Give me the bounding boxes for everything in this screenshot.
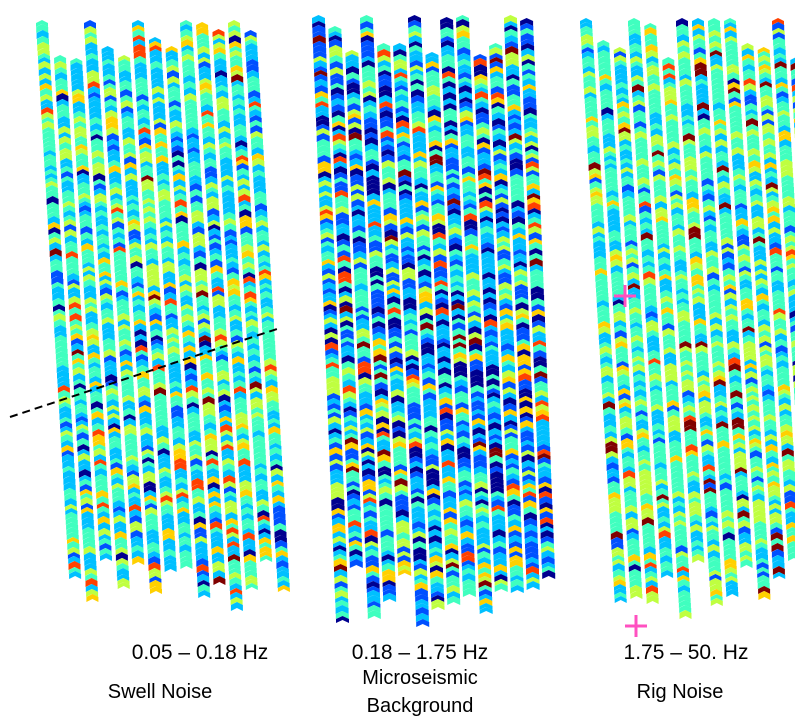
- panel-rig-noise: [580, 18, 795, 619]
- panel-microseismic-background: [312, 15, 555, 627]
- frequency-label-microseismic: 0.18 – 1.75 Hz: [310, 640, 530, 666]
- frequency-label-rig: 1.75 – 50. Hz: [576, 640, 795, 666]
- title-microseismic: Microseismic: [320, 666, 520, 690]
- title-rig-noise: Rig Noise: [580, 680, 780, 704]
- title-background: Background: [320, 694, 520, 718]
- frequency-label-swell: 0.05 – 0.18 Hz: [90, 640, 310, 666]
- rig-marker-lower: [625, 615, 647, 637]
- title-swell-noise: Swell Noise: [60, 680, 260, 704]
- panel-swell-noise: [36, 20, 290, 611]
